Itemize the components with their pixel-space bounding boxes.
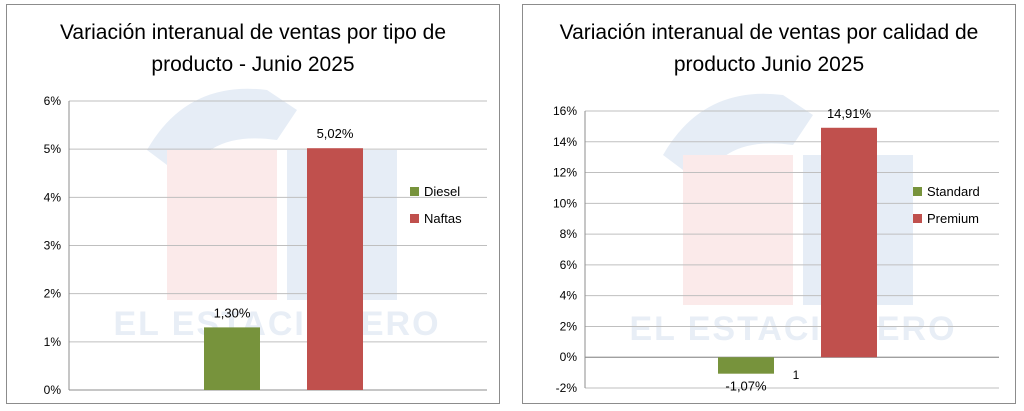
chart-panel-product-quality: Variación interanual de ventas por calid… [522,4,1016,404]
y-tick-label: -2% [556,381,578,395]
y-tick-label: 16% [553,104,577,118]
y-tick-label: 0% [560,350,578,364]
data-label-premium: 14,91% [827,106,872,121]
legend-entry-standard: Standard [927,184,980,199]
legend-swatch-standard [913,187,922,196]
y-tick-label: 6% [560,258,578,272]
y-tick-label: 8% [560,227,578,241]
y-tick-label: 14% [553,135,577,149]
bar-premium [821,127,877,358]
y-tick-label: 2% [560,319,578,333]
y-tick-label: 2% [44,287,62,301]
y-tick-label: 1% [44,335,62,349]
y-tick-label: 6% [44,94,62,108]
bar-naftas [307,148,363,390]
y-tick-label: 5% [44,142,62,156]
watermark-letter-e [167,150,277,300]
watermark-text: EL ESTACIONERO [629,310,956,348]
watermark-letter-e [683,155,793,305]
watermark-text: EL ESTACIONERO [113,305,440,343]
chart-panel-product-type: Variación interanual de ventas por tipo … [6,4,500,404]
x-category-label: 1 [793,368,800,382]
data-label-diesel: 1,30% [214,305,251,320]
watermark-logo: EL ESTACIONERO [113,88,440,343]
y-tick-label: 4% [560,289,578,303]
legend-entry-premium: Premium [927,211,979,226]
y-tick-label: 0% [44,383,62,397]
y-tick-label: 10% [553,196,577,210]
legend-entry-diesel: Diesel [424,184,460,199]
legend-swatch-naftas [410,214,419,223]
data-label-standard: -1,07% [725,379,767,394]
y-tick-label: 4% [44,190,62,204]
data-label-naftas: 5,02% [317,126,354,141]
y-tick-label: 12% [553,166,577,180]
chart-plot-product-type: EL ESTACIONERO 0% 1% 2% 3% 4% 5% 6% 1,30% 5,02% Di… [44,88,487,397]
y-tick-label: 3% [44,239,62,253]
legend-swatch-premium [913,214,922,223]
legend-swatch-diesel [410,187,419,196]
bar-standard [718,357,774,374]
bar-diesel [204,327,260,390]
legend-entry-naftas: Naftas [424,211,462,226]
chart-plot-product-quality: EL ESTACIONERO -2% 0% 2% 4% 6% 8% 10% 12% 14% 16% -… [553,93,999,395]
watermark-logo: EL ESTACIONERO [629,93,956,348]
chart-title: Variación interanual de ventas por tipo … [59,21,447,76]
chart-title: Variación interanual de ventas por calid… [559,21,979,76]
